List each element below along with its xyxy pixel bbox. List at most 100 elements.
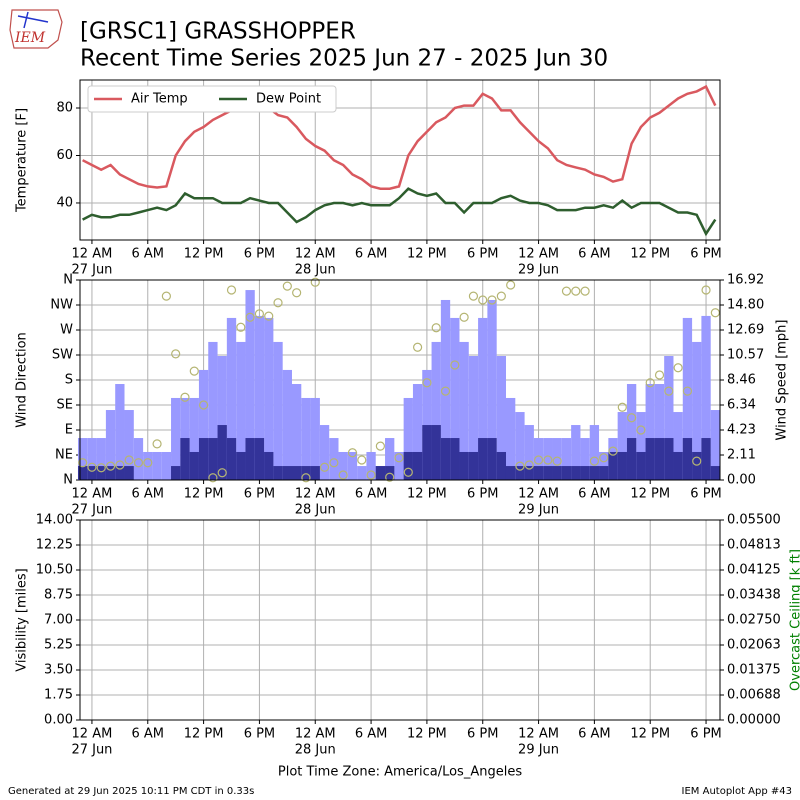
- bar: [403, 397, 413, 480]
- y-tick-label: 40: [56, 195, 73, 210]
- x-tick-label: 12 AM: [295, 247, 336, 262]
- x-tick-label: 12 PM: [407, 247, 447, 262]
- y-tick-label: W: [60, 323, 73, 338]
- x-tick-label: 12 PM: [184, 487, 224, 502]
- point: [273, 298, 283, 308]
- bar: [161, 451, 172, 480]
- bar: [468, 451, 479, 480]
- bar: [171, 466, 181, 480]
- point: [673, 363, 683, 373]
- point: [608, 446, 618, 456]
- y2-tick-label: 0.03438: [727, 588, 781, 603]
- bar: [543, 466, 553, 480]
- bar: [580, 438, 590, 480]
- bar: [254, 315, 265, 480]
- x-tick-label: 12 PM: [407, 727, 447, 742]
- bar: [692, 451, 702, 480]
- bar: [701, 438, 711, 480]
- y2-tick-label: 0.02750: [727, 613, 781, 628]
- y-tick-label: 10.50: [36, 563, 73, 578]
- point: [710, 308, 720, 318]
- bar: [589, 425, 600, 480]
- x-tick-label: 12 AM: [295, 487, 336, 502]
- bar: [422, 369, 432, 480]
- y2-tick-label: 0.04125: [727, 563, 781, 578]
- bar: [152, 451, 162, 480]
- y2-axis-label: Wind Speed [mph]: [775, 320, 790, 441]
- bar: [487, 438, 497, 480]
- y2-tick-label: 0.00688: [727, 688, 781, 703]
- bar: [692, 341, 702, 480]
- bar: [236, 341, 246, 480]
- y2-tick-label: 0.05500: [727, 513, 781, 528]
- y2-tick-label: 16.92: [727, 273, 764, 288]
- y-tick-label: 0.00: [44, 713, 73, 728]
- point: [478, 295, 488, 305]
- bar: [561, 466, 572, 480]
- point: [533, 455, 544, 465]
- bar: [96, 466, 106, 480]
- bar: [105, 466, 116, 480]
- point: [496, 291, 506, 301]
- x-tick-label: 12 PM: [407, 487, 447, 502]
- x-tick-label: 6 PM: [690, 487, 721, 502]
- bar: [561, 438, 572, 480]
- y-tick-label: SE: [57, 398, 73, 413]
- point: [115, 460, 125, 470]
- x-tick-label: 6 PM: [244, 727, 275, 742]
- point: [282, 281, 292, 291]
- title: [GRSC1] GRASSHOPPER: [80, 19, 356, 45]
- y-tick-label: 1.75: [44, 688, 73, 703]
- point: [645, 378, 655, 388]
- point: [124, 455, 134, 465]
- plot-frame: [79, 79, 721, 241]
- point: [413, 342, 423, 352]
- point: [87, 462, 97, 472]
- bar: [571, 425, 581, 480]
- footer-right: IEM Autoplot App #43: [682, 786, 792, 797]
- bar: [124, 410, 134, 480]
- point: [319, 462, 330, 472]
- y2-tick-label: 0.01375: [727, 663, 781, 678]
- y-tick-label: 7.00: [44, 613, 73, 628]
- point: [524, 460, 534, 470]
- point: [552, 456, 562, 466]
- bar: [505, 397, 516, 480]
- x-tick-label: 6 AM: [578, 247, 611, 262]
- point: [701, 285, 711, 295]
- bar: [254, 438, 265, 480]
- point: [329, 458, 339, 468]
- y2-tick-label: 8.46: [727, 373, 756, 388]
- bar: [375, 466, 386, 480]
- point: [440, 386, 451, 396]
- y-tick-label: SW: [52, 348, 73, 363]
- point: [161, 291, 171, 301]
- bar: [431, 425, 441, 480]
- point: [264, 311, 274, 321]
- bar: [654, 384, 665, 480]
- x-tick-label: 6 AM: [132, 487, 165, 502]
- point: [506, 280, 516, 290]
- bar: [264, 317, 274, 480]
- bar: [273, 466, 283, 480]
- point: [366, 470, 376, 480]
- bar: [217, 356, 227, 480]
- point: [217, 468, 227, 478]
- x-tick-date: 28 Jun: [295, 263, 336, 278]
- bar: [543, 438, 553, 480]
- x-tick-label: 6 PM: [467, 247, 498, 262]
- bar: [682, 438, 693, 480]
- x-tick-date: 27 Jun: [71, 743, 112, 758]
- bar: [180, 438, 190, 480]
- bar: [552, 466, 562, 480]
- bar: [87, 466, 97, 480]
- bar: [310, 397, 320, 480]
- point: [394, 453, 404, 463]
- x-tick-date: 27 Jun: [71, 263, 112, 278]
- bar: [505, 466, 516, 480]
- x-axis-label: Plot Time Zone: America/Los_Angeles: [278, 765, 522, 780]
- bar: [208, 341, 218, 480]
- y-tick-label: N: [63, 473, 73, 488]
- bar: [96, 438, 106, 480]
